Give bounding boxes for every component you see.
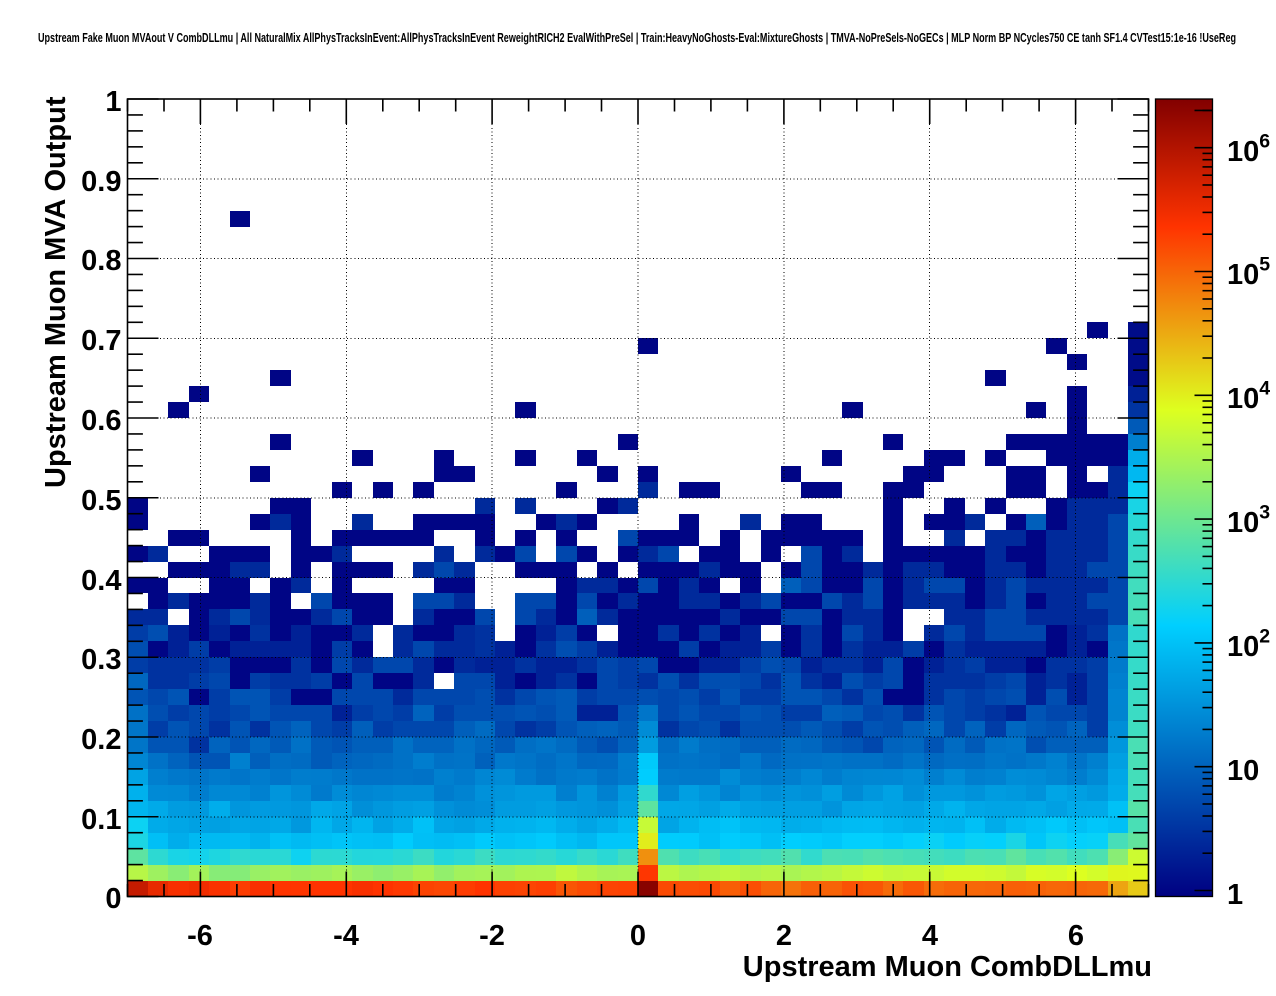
svg-text:2: 2 (776, 920, 792, 952)
svg-text:10: 10 (1227, 755, 1259, 787)
svg-text:Upstream Muon MVA Output: Upstream Muon MVA Output (40, 96, 72, 488)
svg-text:0.7: 0.7 (81, 325, 121, 357)
svg-text:0.9: 0.9 (81, 166, 121, 198)
svg-text:0.5: 0.5 (81, 485, 121, 517)
svg-text:6: 6 (1068, 920, 1084, 952)
svg-text:106: 106 (1227, 131, 1270, 168)
svg-text:0.3: 0.3 (81, 644, 121, 676)
svg-text:0: 0 (630, 920, 646, 952)
svg-text:0.8: 0.8 (81, 245, 121, 277)
svg-text:0.2: 0.2 (81, 724, 121, 756)
svg-text:0.1: 0.1 (81, 804, 121, 836)
svg-text:-6: -6 (187, 920, 213, 952)
svg-text:Upstream Fake Muon MVAout V Co: Upstream Fake Muon MVAout V CombDLLmu | … (38, 30, 1236, 45)
svg-text:0.4: 0.4 (81, 565, 121, 597)
svg-text:-4: -4 (333, 920, 359, 952)
svg-text:1: 1 (105, 86, 121, 118)
svg-text:0.6: 0.6 (81, 405, 121, 437)
svg-text:4: 4 (922, 920, 938, 952)
svg-text:0: 0 (105, 883, 121, 915)
svg-text:-2: -2 (479, 920, 505, 952)
svg-text:1: 1 (1227, 879, 1243, 911)
svg-text:Upstream Muon CombDLLmu: Upstream Muon CombDLLmu (743, 951, 1152, 983)
